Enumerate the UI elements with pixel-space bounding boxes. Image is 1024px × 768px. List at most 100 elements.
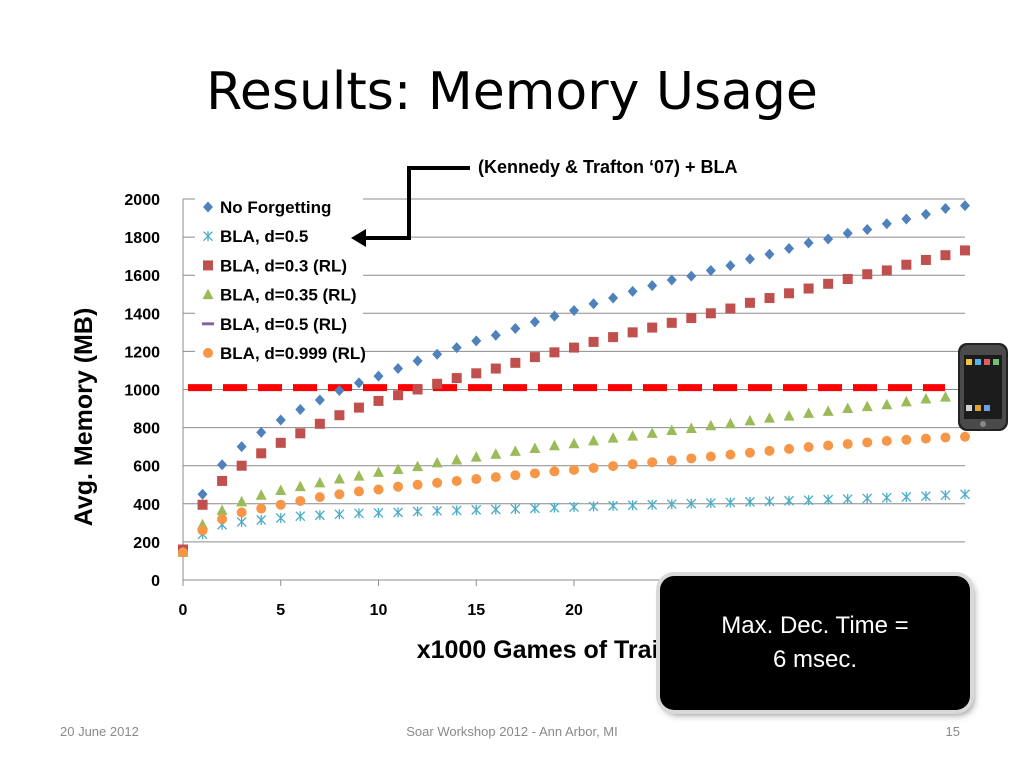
data-point [784,443,795,454]
data-point [960,245,970,256]
legend-marker [203,231,213,242]
legend-marker [203,260,213,271]
legend-background [195,193,363,375]
data-point [510,323,521,335]
data-point [881,492,892,503]
data-point [236,460,247,471]
y-tick-label: 200 [133,535,160,552]
data-point [549,310,560,322]
y-tick-label: 1200 [124,344,160,361]
data-point [744,496,755,507]
callout-line-1: Max. Dec. Time = [721,612,909,639]
data-point [256,503,267,514]
data-point [920,393,932,404]
data-point [803,283,814,294]
data-point [764,496,775,507]
x-tick-label: 5 [276,602,285,619]
data-point [529,468,540,479]
data-point [431,456,443,468]
data-point [725,303,736,314]
data-point [705,264,716,276]
data-point [197,525,208,536]
data-point [295,511,306,522]
data-point [627,285,638,297]
data-point [960,200,970,212]
data-point [412,355,423,367]
legend-label: No Forgetting [220,198,331,217]
data-point [295,495,306,506]
annotation-callout: (Kennedy & Trafton ‘07) + BLA [351,157,738,247]
data-point [178,547,188,558]
data-point [764,445,775,456]
data-point [725,449,736,460]
data-point [940,432,951,443]
data-point [666,499,677,510]
data-point [373,507,384,518]
data-point [686,498,697,509]
data-point [861,400,873,412]
smartphone-icon [958,343,1008,431]
data-point [588,298,599,310]
data-point [842,402,854,414]
data-point [549,466,560,477]
data-point [412,506,423,517]
data-point [686,313,697,324]
data-point [686,453,697,464]
data-point [569,464,579,475]
data-point [432,505,443,516]
data-point [451,373,462,384]
data-point [901,491,912,502]
data-point [451,475,462,486]
data-point [509,445,521,456]
data-point [529,503,540,514]
data-point [412,384,423,395]
data-point [217,514,228,525]
data-point [373,395,384,406]
data-point [432,477,443,488]
data-point [686,270,697,282]
data-point [940,250,951,261]
y-tick-label: 400 [133,497,160,514]
data-point [842,274,853,285]
data-point [940,203,951,215]
data-point [412,479,423,490]
y-axis-label: Avg. Memory (MB) [70,308,98,527]
data-point [842,494,853,505]
annotation-arrow [361,166,470,240]
legend-label: BLA, d=0.35 (RL) [220,286,357,305]
y-tick-label: 0 [151,573,160,590]
data-point [862,437,873,448]
data-point [666,424,678,435]
data-point [334,384,345,396]
data-point [862,223,873,235]
callout-line-2: 6 msec. [772,646,858,673]
data-point [588,462,599,473]
data-point [940,490,951,501]
data-point [881,265,892,276]
data-point [373,370,384,382]
footer-date: 20 June 2012 [60,724,139,739]
data-point [217,475,228,486]
data-point [256,448,267,459]
data-point [236,441,247,453]
data-point [608,292,619,304]
data-point [881,435,892,446]
data-point [314,394,325,406]
data-point [744,253,755,265]
data-point [862,269,873,280]
data-point [216,504,228,515]
data-point [803,407,815,418]
data-point [960,489,970,500]
data-point [334,509,345,520]
data-point [393,363,404,375]
data-point [294,480,306,492]
data-point [275,437,286,448]
data-point [784,495,795,506]
data-point [314,418,325,429]
data-point [784,288,795,299]
data-point [803,237,814,249]
data-point [412,460,424,472]
data-point [490,504,501,515]
data-point [471,335,482,347]
data-point [900,395,912,407]
